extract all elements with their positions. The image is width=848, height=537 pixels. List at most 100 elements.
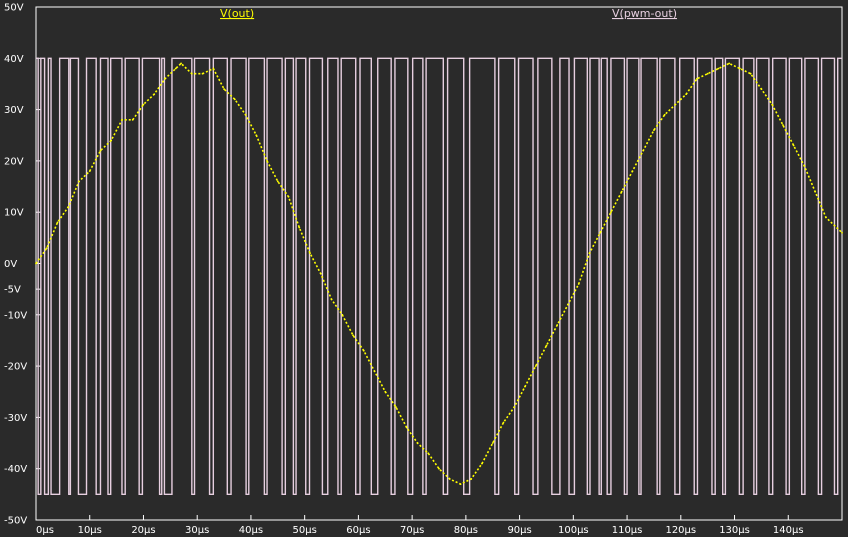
out-data-point — [88, 170, 91, 173]
x-tick-label: 0µs — [36, 525, 54, 536]
out-data-point — [395, 406, 397, 409]
out-data-point — [190, 72, 193, 75]
out-data-point — [841, 231, 843, 234]
out-data-point — [99, 149, 102, 152]
x-tick-label: 120µs — [665, 525, 696, 536]
legend-label-pwm-out: V(pwm-out) — [612, 7, 677, 20]
out-data-point — [56, 221, 59, 224]
x-tick-label: 100µs — [558, 525, 589, 536]
out-data-point — [577, 283, 580, 285]
out-data-point — [330, 298, 333, 301]
out-data-point — [223, 88, 225, 90]
out-data-point — [620, 190, 623, 193]
out-data-point — [384, 390, 387, 393]
out-data-point — [319, 272, 322, 275]
out-data-point — [438, 467, 440, 470]
out-data-point — [642, 149, 645, 152]
x-tick-label: 20µs — [131, 525, 155, 536]
x-tick-label: 80µs — [454, 525, 478, 536]
out-data-point — [502, 421, 505, 424]
out-data-point — [67, 206, 70, 208]
out-data-point — [448, 478, 451, 480]
y-tick-label: 30V — [4, 105, 24, 116]
x-tick-label: 50µs — [293, 525, 317, 536]
out-data-point — [153, 93, 156, 96]
out-data-point — [803, 165, 806, 167]
y-tick-label: 50V — [4, 3, 24, 14]
out-data-point — [824, 216, 827, 219]
y-tick-label: -30V — [4, 413, 27, 424]
out-data-point — [298, 226, 301, 229]
out-data-point — [174, 67, 177, 70]
out-data-point — [481, 462, 483, 465]
out-data-point — [728, 62, 731, 65]
series-line-out — [35, 62, 843, 485]
out-data-point — [110, 139, 113, 142]
out-data-point — [513, 406, 516, 409]
out-data-point — [362, 349, 365, 352]
x-tick-label: 90µs — [507, 525, 531, 536]
out-data-point — [341, 313, 344, 316]
out-data-point — [588, 252, 591, 255]
series-layer — [35, 57, 843, 496]
out-data-point — [771, 103, 774, 106]
y-tick-label: -50V — [4, 516, 27, 527]
out-data-point — [121, 118, 123, 121]
out-data-point — [781, 124, 784, 126]
out-data-point — [459, 483, 462, 485]
out-data-point — [255, 134, 258, 137]
y-tick-label: -10V — [4, 310, 27, 321]
out-data-point — [373, 370, 376, 373]
x-tick-label: 60µs — [346, 525, 370, 536]
out-data-point — [717, 67, 720, 70]
out-data-point — [427, 452, 430, 455]
out-data-point — [760, 88, 763, 90]
x-tick-label: 140µs — [773, 525, 804, 536]
y-tick-label: 20V — [4, 156, 24, 167]
x-tick-label: 110µs — [612, 525, 643, 536]
out-data-point — [674, 103, 677, 106]
x-tick-label: 130µs — [719, 525, 750, 536]
out-data-point — [131, 118, 134, 121]
out-data-point — [405, 426, 408, 429]
out-data-point — [201, 72, 204, 75]
x-tick-label: 40µs — [239, 525, 263, 536]
y-tick-label: -40V — [4, 464, 27, 475]
series-line-pwm-out — [36, 57, 842, 496]
out-data-point — [491, 442, 494, 444]
out-data-point — [352, 334, 354, 337]
out-data-point — [470, 478, 473, 480]
out-data-point — [631, 170, 634, 173]
out-data-point — [416, 442, 419, 444]
out-data-point — [567, 303, 569, 306]
out-data-point — [534, 365, 537, 367]
out-data-point — [287, 195, 290, 198]
out-data-point — [545, 344, 548, 347]
y-tick-label: -5V — [4, 285, 21, 296]
y-tick-label: 0V — [4, 259, 17, 270]
x-tick-label: 70µs — [400, 525, 424, 536]
out-data-point — [78, 180, 80, 183]
out-data-point — [739, 67, 741, 70]
out-data-point — [610, 211, 612, 214]
legend: V(out) V(pwm-out) — [220, 7, 677, 20]
out-data-point — [35, 262, 37, 265]
legend-label-out: V(out) — [220, 7, 254, 20]
out-data-point — [792, 144, 795, 147]
out-data-point — [45, 247, 48, 250]
out-data-point — [276, 180, 279, 183]
x-tick-label: 10µs — [78, 525, 102, 536]
out-data-point — [706, 72, 709, 75]
out-data-point — [142, 103, 145, 106]
out-data-point — [524, 385, 526, 388]
y-tick-label: 40V — [4, 54, 24, 65]
out-data-point — [309, 252, 311, 255]
out-data-point — [212, 67, 215, 70]
out-data-point — [180, 62, 182, 65]
out-data-point — [685, 93, 688, 96]
out-data-point — [556, 324, 559, 326]
y-tick-label: 10V — [4, 208, 24, 219]
out-data-point — [653, 129, 655, 132]
